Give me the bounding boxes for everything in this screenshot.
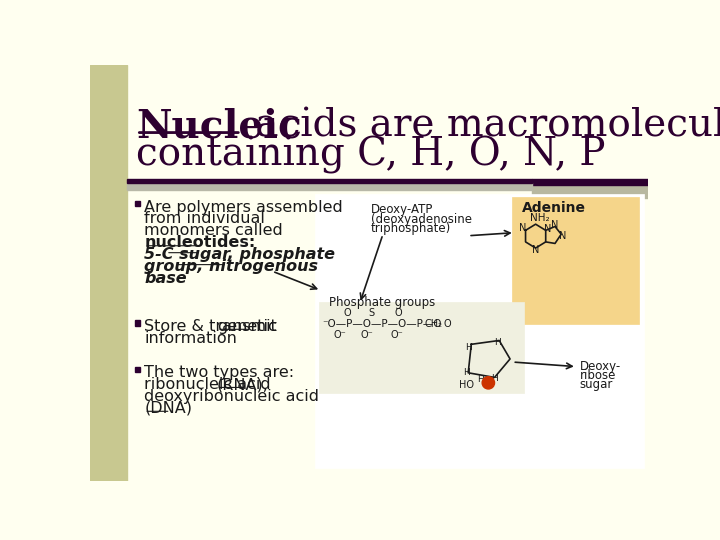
Text: H: H <box>465 343 472 352</box>
Text: sugar: sugar <box>580 378 613 391</box>
Bar <box>513 197 639 325</box>
Text: O: O <box>395 308 402 318</box>
Text: O⁻: O⁻ <box>390 330 403 340</box>
Text: ⁻O—P—O—P—O—P—O: ⁻O—P—O—P—O—P—O <box>323 319 442 329</box>
Text: Nucleic: Nucleic <box>137 107 302 145</box>
Text: N: N <box>552 220 559 230</box>
Text: genetic: genetic <box>217 319 277 334</box>
Text: O: O <box>444 319 451 329</box>
Text: Adenine: Adenine <box>522 201 585 215</box>
Text: NH₂: NH₂ <box>530 213 550 222</box>
Text: acids are macromolecules: acids are macromolecules <box>243 107 720 144</box>
Text: H: H <box>491 374 498 383</box>
Text: Store & transmit: Store & transmit <box>144 319 282 334</box>
Text: group, nitrogenous: group, nitrogenous <box>144 259 318 274</box>
Text: Deoxy-: Deoxy- <box>580 360 621 373</box>
Text: N: N <box>532 245 539 254</box>
Text: H: H <box>463 368 470 377</box>
Text: (DNA): (DNA) <box>144 401 192 416</box>
Bar <box>315 194 644 468</box>
Text: monomers called: monomers called <box>144 224 283 239</box>
Text: nucleotides:: nucleotides: <box>144 235 256 251</box>
Text: Deoxy-ATP: Deoxy-ATP <box>371 204 433 217</box>
Text: Are polymers assembled: Are polymers assembled <box>144 200 343 214</box>
Text: CH₂: CH₂ <box>425 319 443 329</box>
Text: (deoxyadenosine: (deoxyadenosine <box>371 213 472 226</box>
Bar <box>135 201 140 206</box>
Text: information: information <box>144 331 237 346</box>
Text: S: S <box>368 308 374 318</box>
Text: 5-C sugar, phosphate: 5-C sugar, phosphate <box>144 247 336 262</box>
Bar <box>90 65 127 481</box>
Text: O⁻: O⁻ <box>360 330 373 340</box>
Bar <box>127 179 532 183</box>
Circle shape <box>482 377 495 389</box>
Bar <box>532 184 648 198</box>
Bar <box>135 320 140 326</box>
Text: N: N <box>559 231 567 241</box>
Text: (RNA),: (RNA), <box>216 377 268 392</box>
Text: N: N <box>519 223 526 233</box>
Bar <box>532 179 648 185</box>
Text: H: H <box>494 338 501 347</box>
Text: from individual: from individual <box>144 212 265 226</box>
Text: base: base <box>144 271 187 286</box>
Text: N: N <box>544 224 551 234</box>
Text: O: O <box>343 308 351 318</box>
Bar <box>135 367 140 372</box>
Text: O⁻: O⁻ <box>333 330 346 340</box>
Text: deoxyribonucleic acid: deoxyribonucleic acid <box>144 389 319 404</box>
Text: ribose: ribose <box>580 369 616 382</box>
Text: ribonucleic acid: ribonucleic acid <box>144 377 276 392</box>
Bar <box>127 183 532 190</box>
Text: H: H <box>477 375 484 384</box>
Text: HO: HO <box>459 380 474 390</box>
Text: triphosphate): triphosphate) <box>371 222 451 235</box>
Text: The two types are:: The two types are: <box>144 365 294 380</box>
Text: Phosphate groups: Phosphate groups <box>329 296 435 309</box>
Bar <box>319 302 524 393</box>
Text: containing C, H, O, N, P: containing C, H, O, N, P <box>137 137 606 174</box>
